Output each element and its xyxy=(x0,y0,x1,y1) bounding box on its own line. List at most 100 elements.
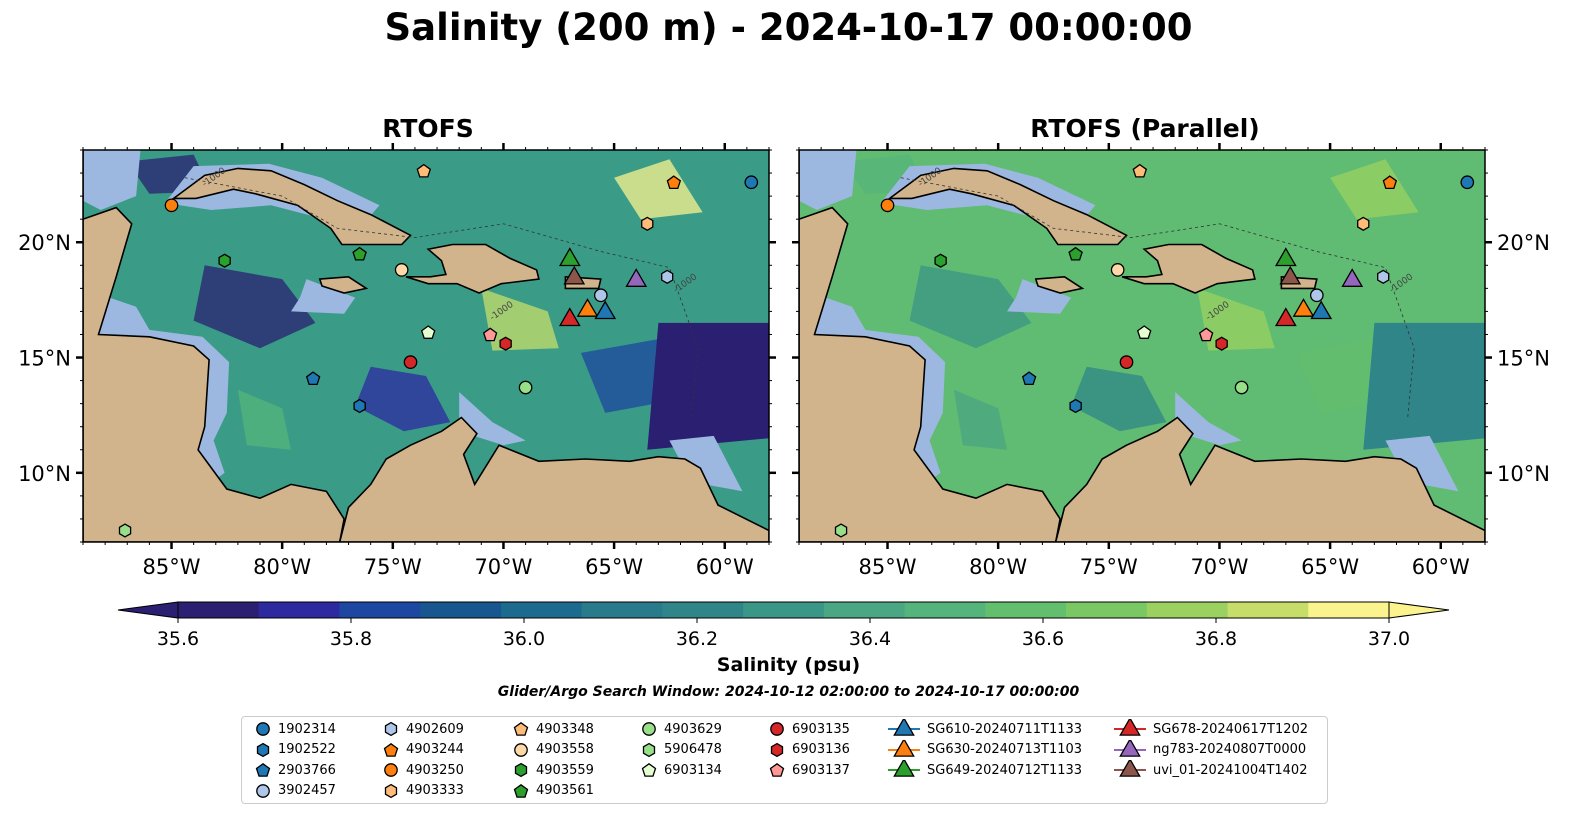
legend-item: 6903137 xyxy=(768,760,850,780)
legend-item: 4903558 xyxy=(512,740,594,760)
colorbar-tick-label: 36.2 xyxy=(676,628,718,650)
lat-tick-label: 20°N xyxy=(18,231,71,255)
legend-marker-icon xyxy=(384,721,398,737)
legend-label: 2903766 xyxy=(278,762,336,778)
marker-3902457 xyxy=(1309,288,1324,303)
colorbar-extend-low xyxy=(117,601,179,619)
legend-item: 4903629 xyxy=(640,719,722,739)
marker-sg630-20240713t1103 xyxy=(1292,298,1315,317)
legend-marker-icon xyxy=(514,742,528,757)
legend-marker-icon xyxy=(256,722,270,736)
legend-item: 4903559 xyxy=(512,760,594,780)
legend-label: 4903559 xyxy=(536,762,594,778)
marker-4902609 xyxy=(1377,269,1390,284)
legend-item: 3902457 xyxy=(254,781,336,801)
legend-item: 2903766 xyxy=(254,760,336,780)
marker-4903244 xyxy=(666,175,682,190)
colorbar-segment xyxy=(823,602,906,618)
marker-sg678-20240617t1202 xyxy=(1274,307,1297,327)
colorbar-segment xyxy=(1066,602,1148,618)
marker-4903629 xyxy=(1234,380,1249,395)
legend-marker-icon xyxy=(770,742,784,757)
legend-marker-icon xyxy=(383,742,399,757)
land-area xyxy=(171,167,412,246)
marker-4903561 xyxy=(1068,246,1083,261)
figure-title: Salinity (200 m) - 2024-10-17 00:00:00 xyxy=(384,6,1193,49)
colorbar-segment xyxy=(581,602,663,618)
salinity-patch xyxy=(1197,288,1275,351)
legend-label: 4903561 xyxy=(536,783,594,798)
shelf-area xyxy=(799,150,857,210)
legend-item: 4903333 xyxy=(382,781,464,801)
legend-marker-icon xyxy=(1114,739,1146,757)
legend-label: 4903333 xyxy=(406,783,464,798)
marker-sg610-20240711t1133 xyxy=(1310,300,1333,320)
marker-4903629 xyxy=(518,380,533,395)
colorbar-segment xyxy=(258,602,340,618)
marker-1902314 xyxy=(1460,175,1475,190)
marker-sg649-20240712t1133 xyxy=(1274,247,1297,267)
colorbar-label: Salinity (psu) xyxy=(716,654,861,676)
colorbar-segment xyxy=(1227,602,1309,618)
legend-item: SG610-20240711T1133 xyxy=(887,719,1082,739)
shelf-area xyxy=(83,150,141,210)
lat-tick-label: 15°N xyxy=(1497,347,1550,371)
legend-item: 4903348 xyxy=(512,719,594,739)
legend-marker-icon xyxy=(770,722,784,736)
salinity-patch xyxy=(1330,159,1419,220)
marker-4903558 xyxy=(394,263,409,277)
colorbar-extend-high xyxy=(1388,601,1450,619)
maps-canvas: -1000-1000-1000 85°W 80°W 75°W 70°W 65°W 60°W 2… xyxy=(18,143,1550,579)
salinity-patch xyxy=(355,366,451,432)
map-frame-parallel xyxy=(798,149,1486,543)
salinity-patch xyxy=(614,159,703,220)
marker-sg678-20240617t1202 xyxy=(558,307,581,327)
colorbar-segment xyxy=(662,602,744,618)
legend-marker-icon xyxy=(888,719,920,736)
marker-4903558 xyxy=(1110,263,1125,277)
shelf-area xyxy=(669,435,743,492)
marker-6903134 xyxy=(1136,325,1152,339)
map-panel-rtofs: -1000-1000-1000 xyxy=(83,150,769,542)
legend-label: uvi_01-20241004T1402 xyxy=(1153,762,1308,778)
observations-rtofs xyxy=(118,163,759,538)
lon-tick-label: 85°W xyxy=(859,555,917,579)
legend-marker-icon xyxy=(888,760,920,777)
marker-4902609 xyxy=(661,269,674,284)
panel-title-rtofs-parallel: RTOFS (Parallel) xyxy=(1030,114,1260,143)
legend-label: 4903348 xyxy=(536,721,594,737)
lon-tick-label: 65°W xyxy=(1301,555,1359,579)
lat-tick-label: 15°N xyxy=(18,347,71,371)
colorbar-segment xyxy=(985,602,1067,618)
salinity-patch xyxy=(1071,366,1167,432)
legend-marker-icon xyxy=(255,762,271,777)
colorbar-tick-label: 36.6 xyxy=(1022,628,1064,650)
marker-4903250 xyxy=(164,198,179,213)
land-area xyxy=(1034,275,1085,294)
legend-item: ng783-20240807T0000 xyxy=(1113,739,1306,760)
colorbar-segment xyxy=(420,602,502,618)
legend-marker-icon xyxy=(513,783,529,798)
legend-item: 4903250 xyxy=(382,760,464,780)
land-area xyxy=(887,167,1128,246)
marker-1902522 xyxy=(353,398,366,414)
salinity-patch xyxy=(909,265,1032,349)
legend-label: SG678-20240617T1202 xyxy=(1153,721,1309,737)
shelf-area xyxy=(1385,435,1459,492)
panel-title-rtofs: RTOFS xyxy=(382,114,474,143)
legend-label: 3902457 xyxy=(278,783,336,798)
lon-tick-label: 70°W xyxy=(1190,555,1248,579)
colorbar-segment xyxy=(339,602,421,618)
lon-tick-label: 80°W xyxy=(969,555,1027,579)
lon-tick-label: 70°W xyxy=(474,555,532,579)
legend-item: SG678-20240617T1202 xyxy=(1113,719,1308,739)
legend-marker-icon xyxy=(642,742,656,757)
marker-4903348 xyxy=(416,163,432,178)
legend-label: SG649-20240712T1133 xyxy=(927,762,1083,778)
legend-item: 4903244 xyxy=(382,740,464,760)
marker-6903135 xyxy=(1119,355,1134,369)
marker-uvi_01-20241004t1402 xyxy=(563,265,586,285)
marker-sg630-20240713t1103 xyxy=(576,298,599,317)
legend-marker-icon xyxy=(514,762,528,778)
colorbar-segment xyxy=(178,602,260,618)
